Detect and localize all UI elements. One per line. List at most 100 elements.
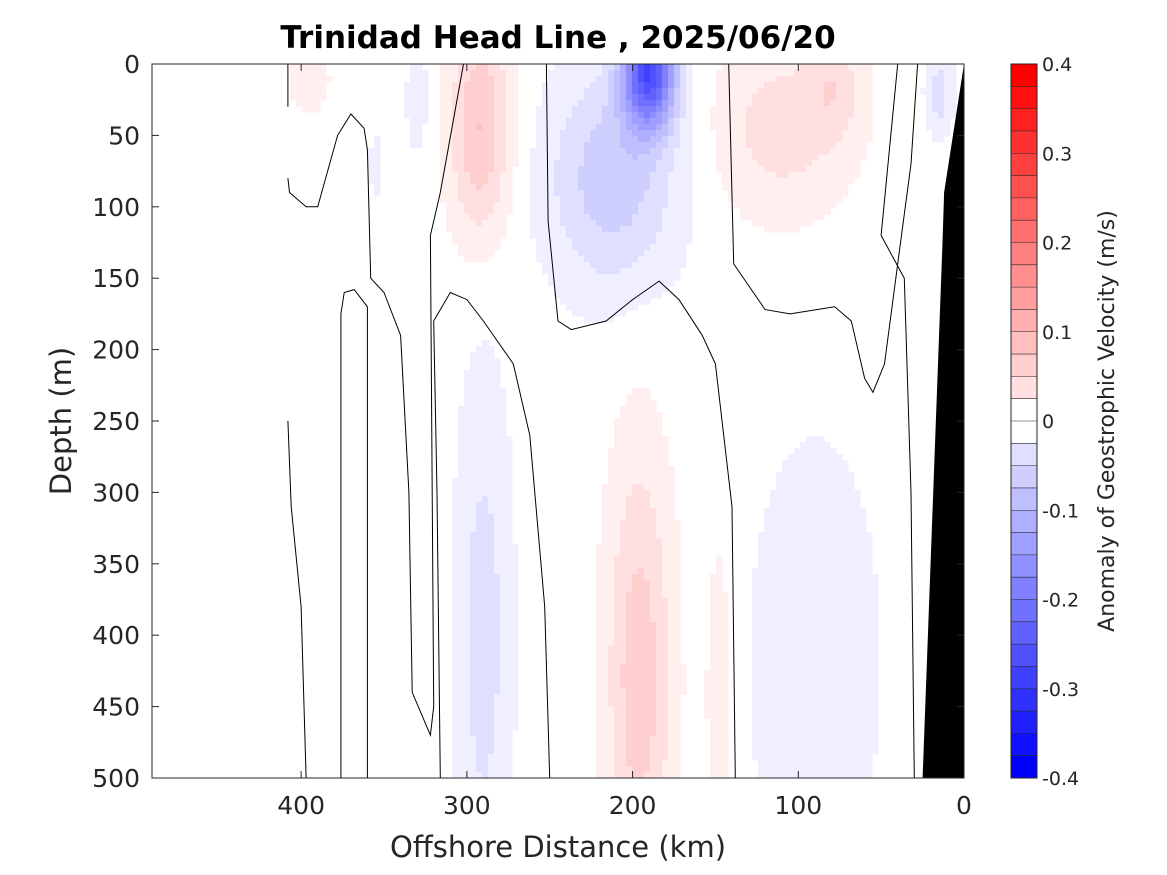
field-cell xyxy=(470,640,477,647)
field-cell xyxy=(848,76,855,83)
field-cell xyxy=(644,454,651,461)
field-cell xyxy=(566,196,573,203)
field-cell xyxy=(788,676,795,683)
field-cell xyxy=(848,736,855,743)
field-cell xyxy=(656,124,663,131)
field-cell xyxy=(512,706,519,713)
field-cell xyxy=(824,142,831,149)
field-cell xyxy=(800,472,807,479)
field-cell xyxy=(824,196,831,203)
field-cell xyxy=(650,736,657,743)
field-cell xyxy=(590,310,597,317)
field-cell xyxy=(866,610,873,617)
field-cell xyxy=(758,70,765,77)
field-cell xyxy=(668,154,675,161)
field-cell xyxy=(812,604,819,611)
field-cell xyxy=(458,736,465,743)
field-cell xyxy=(632,208,639,215)
y-tick-label: 400 xyxy=(92,621,140,650)
field-cell xyxy=(638,646,645,653)
field-cell xyxy=(614,286,621,293)
field-cell xyxy=(872,580,879,587)
field-cell xyxy=(668,532,675,539)
field-cell xyxy=(842,622,849,629)
field-cell xyxy=(818,88,825,95)
field-cell xyxy=(644,172,651,179)
field-cell xyxy=(866,688,873,695)
field-cell xyxy=(626,94,633,101)
field-cell xyxy=(590,292,597,299)
field-cell xyxy=(500,454,507,461)
field-cell xyxy=(488,406,495,413)
field-cell xyxy=(728,136,735,143)
field-cell xyxy=(824,736,831,743)
field-cell xyxy=(608,304,615,311)
field-cell xyxy=(824,454,831,461)
field-cell xyxy=(650,586,657,593)
field-cell xyxy=(860,598,867,605)
field-cell xyxy=(788,634,795,641)
field-cell xyxy=(482,70,489,77)
field-cell xyxy=(614,142,621,149)
field-cell xyxy=(644,628,651,635)
field-cell xyxy=(656,448,663,455)
field-cell xyxy=(734,196,741,203)
field-cell xyxy=(776,586,783,593)
field-cell xyxy=(794,484,801,491)
y-tick-label: 50 xyxy=(108,121,140,150)
field-cell xyxy=(452,760,459,767)
field-cell xyxy=(596,562,603,569)
field-cell xyxy=(482,346,489,353)
field-cell xyxy=(566,118,573,125)
field-cell xyxy=(812,160,819,167)
field-cell xyxy=(830,544,837,551)
field-cell xyxy=(842,634,849,641)
field-cell xyxy=(872,730,879,737)
field-cell xyxy=(536,172,543,179)
field-cell xyxy=(416,94,423,101)
field-cell xyxy=(464,682,471,689)
field-cell xyxy=(644,724,651,731)
field-cell xyxy=(734,202,741,209)
field-cell xyxy=(614,250,621,257)
field-cell xyxy=(788,556,795,563)
field-cell xyxy=(800,658,807,665)
field-cell xyxy=(782,574,789,581)
field-cell xyxy=(494,124,501,131)
field-cell xyxy=(656,610,663,617)
field-cell xyxy=(638,508,645,515)
field-cell xyxy=(596,670,603,677)
field-cell xyxy=(758,124,765,131)
field-cell xyxy=(500,742,507,749)
field-cell xyxy=(626,556,633,563)
field-cell xyxy=(602,274,609,281)
field-cell xyxy=(542,244,549,251)
field-cell xyxy=(536,148,543,155)
field-cell xyxy=(500,100,507,107)
field-cell xyxy=(488,766,495,773)
field-cell xyxy=(644,136,651,143)
field-cell xyxy=(806,214,813,221)
field-cell xyxy=(620,310,627,317)
field-cell xyxy=(842,124,849,131)
field-cell xyxy=(626,250,633,257)
field-cell xyxy=(806,202,813,209)
field-cell xyxy=(506,100,513,107)
field-cell xyxy=(554,166,561,173)
field-cell xyxy=(932,88,939,95)
field-cell xyxy=(758,214,765,221)
field-cell xyxy=(464,100,471,107)
field-cell xyxy=(500,664,507,671)
field-cell xyxy=(614,754,621,761)
field-cell xyxy=(782,736,789,743)
field-cell xyxy=(644,82,651,89)
field-cell xyxy=(470,466,477,473)
field-cell xyxy=(638,760,645,767)
field-cell xyxy=(812,172,819,179)
field-cell xyxy=(722,592,729,599)
field-cell xyxy=(656,130,663,137)
field-cell xyxy=(860,514,867,521)
field-cell xyxy=(734,148,741,155)
field-cell xyxy=(506,694,513,701)
field-cell xyxy=(674,682,681,689)
